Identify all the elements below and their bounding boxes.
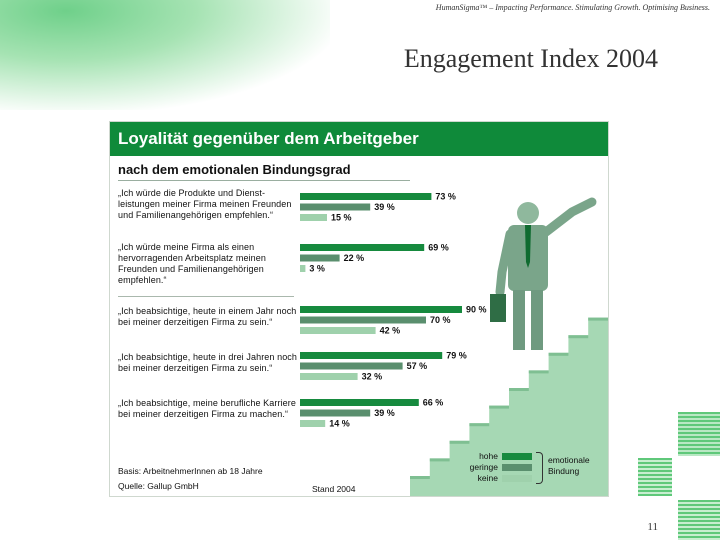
- bar-geringe-2: [300, 254, 340, 262]
- statement-divider: [118, 296, 294, 297]
- data-label-hohe-1: 73 %: [435, 192, 456, 202]
- bar-keine-4: [300, 373, 358, 380]
- data-label-hohe-5: 66 %: [423, 398, 444, 408]
- loyalty-chart: 73 % 69 % 90 % 79 % 66 % 39 % 22 % 70 % 57 % 39 %…: [300, 192, 608, 496]
- legend-swatch-geringe: [502, 464, 532, 471]
- corner-decoration: [0, 0, 330, 110]
- chart-title: Loyalität gegenüber dem Arbeitgeber: [110, 122, 608, 156]
- data-label-keine-4: 32 %: [362, 372, 383, 382]
- data-label-geringe-2: 22 %: [344, 253, 365, 263]
- legend-swatch-hohe: [502, 453, 532, 460]
- stair-step-edge: [489, 405, 509, 409]
- bar-geringe-1: [300, 203, 371, 211]
- businessman-arm-pointing: [541, 197, 597, 237]
- briefcase: [490, 294, 506, 322]
- stair-step-edge: [588, 317, 608, 321]
- bar-keine-2: [300, 265, 306, 272]
- side-decoration-3: [678, 500, 720, 540]
- legend-item-hohe: hohe: [462, 451, 532, 462]
- bar-hohe-2: [300, 244, 425, 251]
- legend-label-geringe: geringe: [469, 462, 498, 472]
- data-label-hohe-2: 69 %: [428, 243, 449, 253]
- bar-hohe-1: [300, 193, 432, 200]
- data-label-keine-3: 42 %: [380, 326, 401, 336]
- businessman-arm-left: [495, 229, 515, 297]
- side-decoration-2: [638, 458, 672, 496]
- stair-step-edge: [548, 352, 569, 356]
- data-label-geringe-4: 57 %: [407, 361, 428, 371]
- source-note: Quelle: Gallup GmbH: [118, 481, 199, 491]
- legend-item-geringe: geringe: [462, 462, 532, 473]
- stair-step-edge: [568, 335, 589, 339]
- legend-label-keine: keine: [477, 473, 498, 483]
- data-label-geringe-3: 70 %: [430, 315, 451, 325]
- bar-geringe-4: [300, 362, 403, 370]
- data-label-hohe-4: 79 %: [446, 351, 467, 361]
- businessman-leg-right: [531, 290, 543, 350]
- legend-item-keine: keine: [462, 473, 532, 484]
- businessman-tie: [525, 225, 531, 268]
- subtitle-divider: [118, 180, 410, 181]
- stair-step-edge: [528, 370, 549, 374]
- stair-step-edge: [449, 440, 470, 444]
- businessman-leg-left: [513, 290, 525, 350]
- statement-label-4: „Ich beabsichtige, heute in drei Jahren …: [118, 352, 298, 373]
- page-number: 11: [647, 521, 658, 533]
- legend-group-label-line-2: Bindung: [548, 466, 580, 476]
- legend-label-hohe: hohe: [479, 451, 498, 461]
- slide-title: Engagement Index 2004: [403, 44, 658, 73]
- bar-hohe-5: [300, 399, 419, 406]
- data-label-hohe-3: 90 %: [466, 305, 487, 315]
- bar-keine-5: [300, 420, 326, 427]
- chart-subtitle: nach dem emotionalen Bindungsgrad: [118, 162, 351, 177]
- legend-swatch-keine: [502, 475, 532, 482]
- bar-hohe-3: [300, 306, 462, 313]
- bar-keine-3: [300, 327, 376, 334]
- data-label-keine-2: 3 %: [309, 264, 325, 274]
- statement-label-5: „Ich beabsichtige, meine berufliche Karr…: [118, 398, 296, 419]
- data-label-keine-5: 14 %: [329, 419, 350, 429]
- stair-step-edge: [469, 423, 490, 427]
- bar-hohe-4: [300, 352, 443, 359]
- businessman-head: [517, 202, 539, 224]
- side-decoration-1: [678, 412, 720, 456]
- stair-step-edge: [410, 476, 430, 479]
- legend-brace: [536, 452, 543, 484]
- bar-geringe-3: [300, 316, 426, 324]
- stair-step-edge: [429, 458, 450, 462]
- legend-group-label-line-1: emotionale: [548, 455, 590, 465]
- basis-note: Basis: ArbeitnehmerInnen ab 18 Jahre: [118, 466, 263, 476]
- bar-keine-1: [300, 214, 327, 221]
- legend-group-label: emotionale Bindung: [548, 455, 590, 477]
- slide-tagline: HumanSigma™ – Impacting Performance. Sti…: [435, 3, 710, 12]
- loyalty-chart-figure: 73 % 69 % 90 % 79 % 66 % 39 % 22 % 70 % 57 % 39 %…: [110, 122, 608, 496]
- data-label-geringe-1: 39 %: [374, 202, 395, 212]
- bar-geringe-5: [300, 409, 371, 417]
- data-label-keine-1: 15 %: [331, 213, 352, 223]
- stair-step-edge: [509, 388, 529, 391]
- statement-label-2: „Ich würde meine Firma als einen hervorr…: [118, 242, 266, 285]
- statement-label-3: „Ich beabsichtige, heute in einem Jahr n…: [118, 306, 297, 327]
- statement-label-1: „Ich würde die Produkte und Dienst-leist…: [118, 188, 292, 220]
- data-label-geringe-5: 39 %: [374, 408, 395, 418]
- stand-note: Stand 2004: [312, 484, 356, 494]
